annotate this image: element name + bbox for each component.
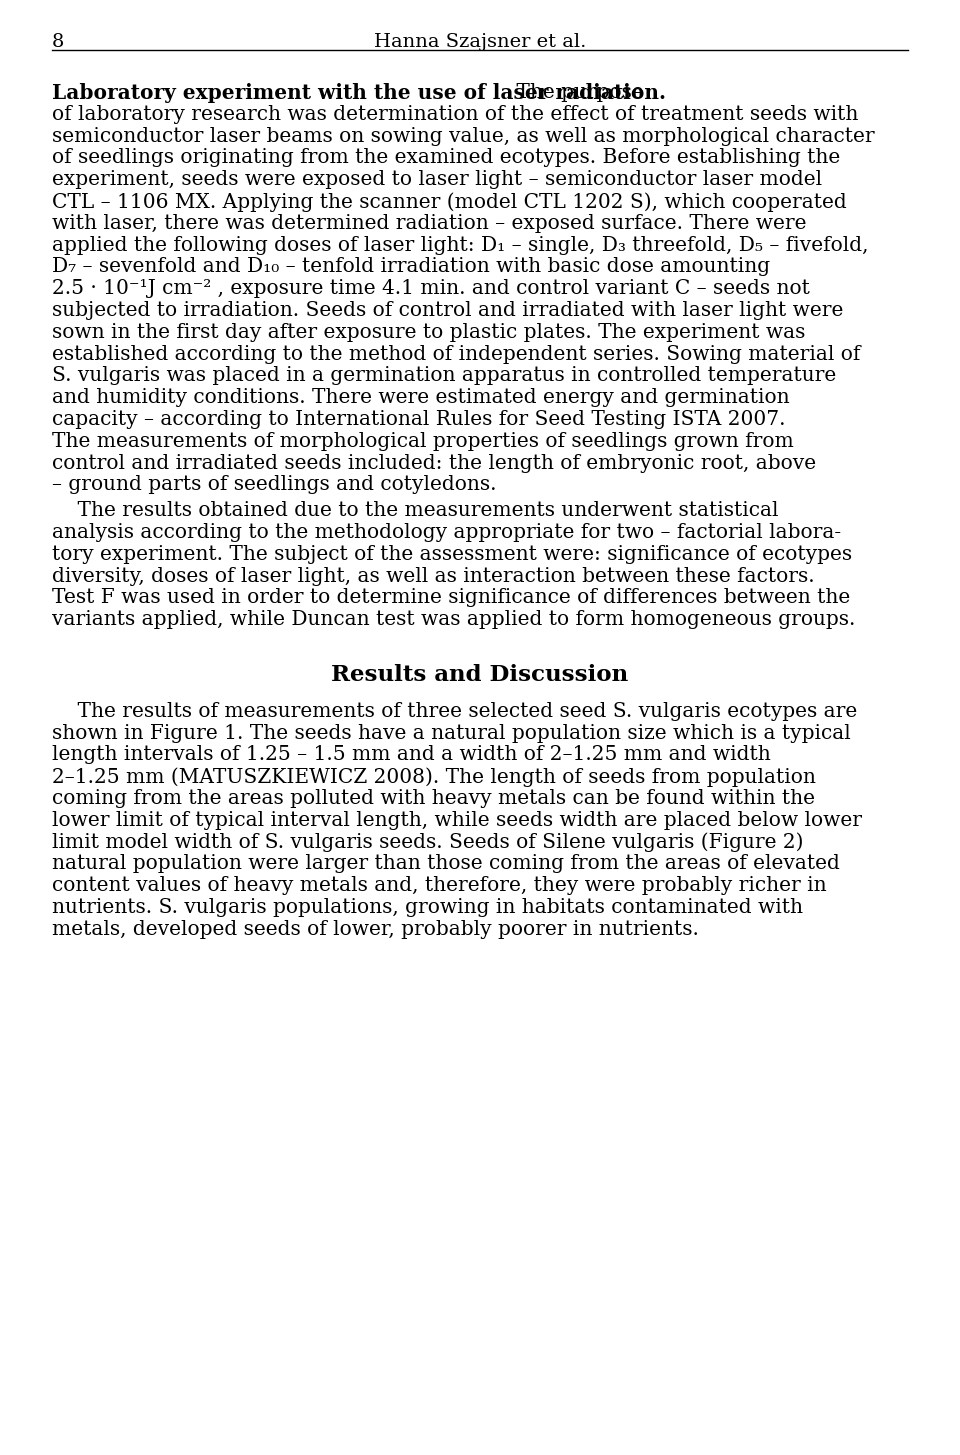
Text: The results of measurements of three selected seed S. vulgaris ecotypes are: The results of measurements of three sel…	[52, 701, 857, 720]
Text: coming from the areas polluted with heavy metals can be found within the: coming from the areas polluted with heav…	[52, 789, 815, 808]
Text: experiment, seeds were exposed to laser light – semiconductor laser model: experiment, seeds were exposed to laser …	[52, 170, 822, 189]
Text: The results obtained due to the measurements underwent statistical: The results obtained due to the measurem…	[52, 501, 779, 521]
Text: nutrients. S. vulgaris populations, growing in habitats contaminated with: nutrients. S. vulgaris populations, grow…	[52, 898, 803, 917]
Text: limit model width of S. vulgaris seeds. Seeds of Silene vulgaris (Figure 2): limit model width of S. vulgaris seeds. …	[52, 832, 804, 853]
Text: Hanna Szajsner et al.: Hanna Szajsner et al.	[373, 33, 587, 51]
Text: The measurements of morphological properties of seedlings grown from: The measurements of morphological proper…	[52, 432, 794, 451]
Text: analysis according to the methodology appropriate for two – factorial labora-: analysis according to the methodology ap…	[52, 522, 841, 543]
Text: of seedlings originating from the examined ecotypes. Before establishing the: of seedlings originating from the examin…	[52, 148, 840, 167]
Text: 2–1.25 mm (MATUSZKIEWICZ 2008). The length of seeds from population: 2–1.25 mm (MATUSZKIEWICZ 2008). The leng…	[52, 767, 816, 787]
Text: metals, developed seeds of lower, probably poorer in nutrients.: metals, developed seeds of lower, probab…	[52, 920, 699, 938]
Text: length intervals of 1.25 – 1.5 mm and a width of 2–1.25 mm and width: length intervals of 1.25 – 1.5 mm and a …	[52, 745, 771, 764]
Text: – ground parts of seedlings and cotyledons.: – ground parts of seedlings and cotyledo…	[52, 476, 496, 495]
Text: natural population were larger than those coming from the areas of elevated: natural population were larger than thos…	[52, 854, 840, 873]
Text: and humidity conditions. There were estimated energy and germination: and humidity conditions. There were esti…	[52, 388, 790, 407]
Text: of laboratory research was determination of the effect of treatment seeds with: of laboratory research was determination…	[52, 105, 858, 124]
Text: established according to the method of independent series. Sowing material of: established according to the method of i…	[52, 345, 860, 364]
Text: D₇ – sevenfold and D₁₀ – tenfold irradiation with basic dose amounting: D₇ – sevenfold and D₁₀ – tenfold irradia…	[52, 258, 770, 276]
Text: S. vulgaris was placed in a germination apparatus in controlled temperature: S. vulgaris was placed in a germination …	[52, 367, 836, 386]
Text: tory experiment. The subject of the assessment were: significance of ecotypes: tory experiment. The subject of the asse…	[52, 544, 852, 563]
Text: diversity, doses of laser light, as well as interaction between these factors.: diversity, doses of laser light, as well…	[52, 566, 815, 585]
Text: applied the following doses of laser light: D₁ – single, D₃ threefold, D₅ – five: applied the following doses of laser lig…	[52, 236, 869, 255]
Text: shown in Figure 1. The seeds have a natural population size which is a typical: shown in Figure 1. The seeds have a natu…	[52, 723, 851, 742]
Text: control and irradiated seeds included: the length of embryonic root, above: control and irradiated seeds included: t…	[52, 454, 816, 473]
Text: variants applied, while Duncan test was applied to form homogeneous groups.: variants applied, while Duncan test was …	[52, 610, 855, 629]
Text: semiconductor laser beams on sowing value, as well as morphological character: semiconductor laser beams on sowing valu…	[52, 127, 875, 146]
Text: Laboratory experiment with the use of laser radiation.: Laboratory experiment with the use of la…	[52, 83, 666, 103]
Text: subjected to irradiation. Seeds of control and irradiated with laser light were: subjected to irradiation. Seeds of contr…	[52, 301, 844, 320]
Text: CTL – 1106 MX. Applying the scanner (model CTL 1202 S), which cooperated: CTL – 1106 MX. Applying the scanner (mod…	[52, 192, 847, 211]
Text: with laser, there was determined radiation – exposed surface. There were: with laser, there was determined radiati…	[52, 214, 806, 233]
Text: 2.5 · 10⁻¹J cm⁻² , exposure time 4.1 min. and control variant C – seeds not: 2.5 · 10⁻¹J cm⁻² , exposure time 4.1 min…	[52, 279, 810, 298]
Text: capacity – according to International Rules for Seed Testing ISTA 2007.: capacity – according to International Ru…	[52, 410, 785, 429]
Text: Test F was used in order to determine significance of differences between the: Test F was used in order to determine si…	[52, 588, 851, 607]
Text: 8: 8	[52, 33, 64, 51]
Text: Results and Discussion: Results and Discussion	[331, 663, 629, 685]
Text: content values of heavy metals and, therefore, they were probably richer in: content values of heavy metals and, ther…	[52, 876, 827, 895]
Text: sown in the first day after exposure to plastic plates. The experiment was: sown in the first day after exposure to …	[52, 323, 805, 342]
Text: The purpose: The purpose	[510, 83, 644, 102]
Text: lower limit of typical interval length, while seeds width are placed below lower: lower limit of typical interval length, …	[52, 810, 862, 829]
